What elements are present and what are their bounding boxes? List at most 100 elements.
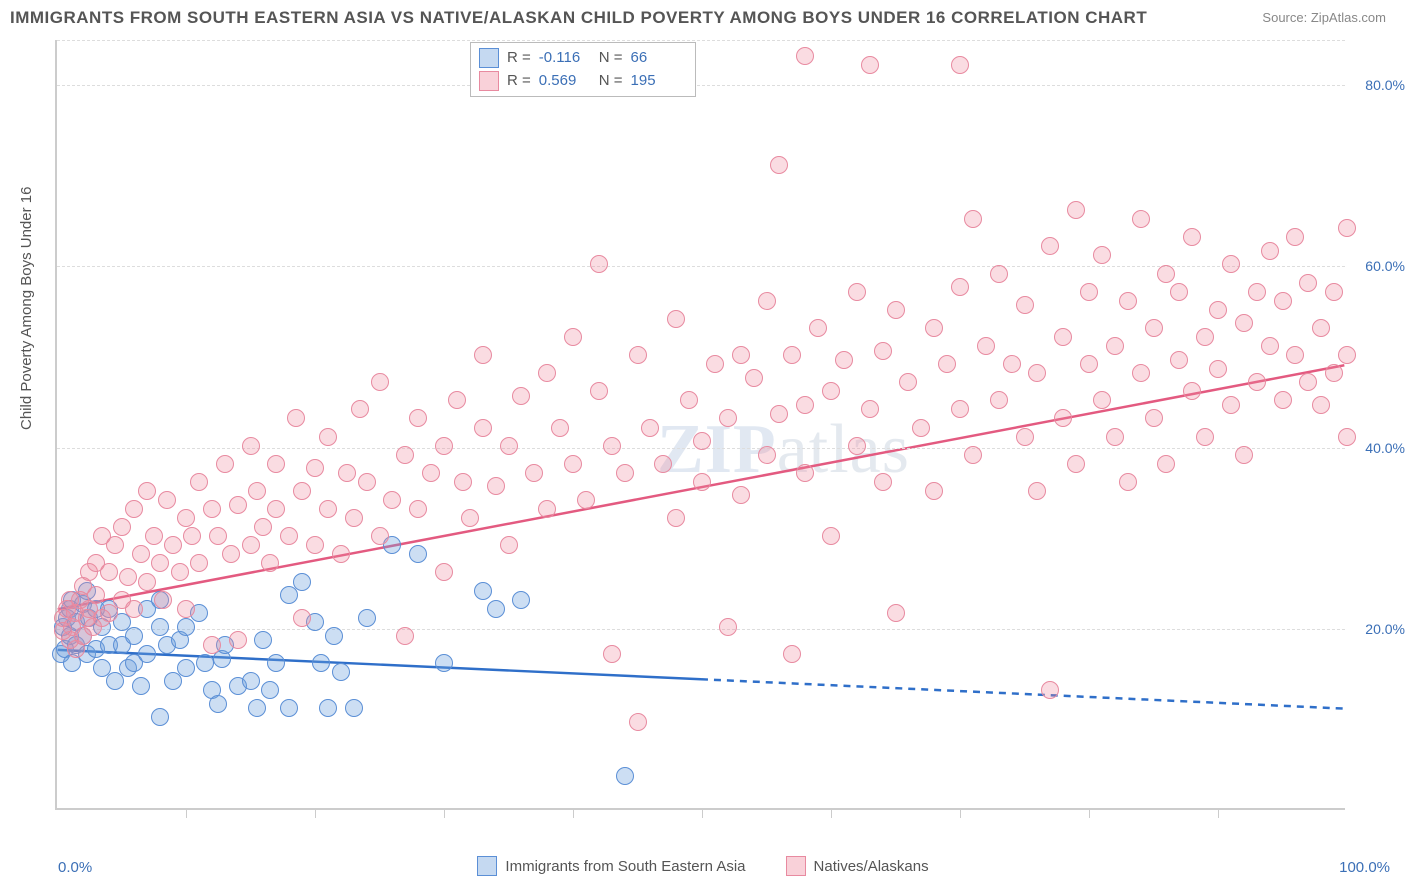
data-point-pink [1028,482,1046,500]
data-point-pink [371,373,389,391]
data-point-pink [990,265,1008,283]
data-point-pink [158,491,176,509]
data-point-pink [1119,473,1137,491]
data-point-pink [242,437,260,455]
data-point-blue [151,618,169,636]
data-point-pink [925,482,943,500]
data-point-pink [564,455,582,473]
data-point-blue [487,600,505,618]
data-point-pink [351,400,369,418]
data-point-pink [409,409,427,427]
x-axis-tick [960,808,961,818]
swatch-blue [477,856,497,876]
data-point-pink [603,645,621,663]
data-point-pink [1157,455,1175,473]
data-point-pink [912,419,930,437]
data-point-pink [100,604,118,622]
swatch-blue [479,48,499,68]
data-point-pink [1196,428,1214,446]
stats-row-pink: R = 0.569 N = 195 [479,70,683,93]
data-point-pink [1222,396,1240,414]
data-point-pink [1003,355,1021,373]
data-point-pink [1261,242,1279,260]
data-point-pink [332,545,350,563]
data-point-pink [977,337,995,355]
x-axis-tick [573,808,574,818]
data-point-pink [1183,228,1201,246]
data-point-pink [732,346,750,364]
data-point-pink [358,473,376,491]
data-point-blue [474,582,492,600]
data-point-pink [783,645,801,663]
data-point-pink [132,545,150,563]
data-point-pink [706,355,724,373]
data-point-pink [770,405,788,423]
data-point-pink [267,455,285,473]
data-point-blue [254,631,272,649]
data-point-pink [177,509,195,527]
data-point-pink [616,464,634,482]
data-point-pink [119,568,137,586]
data-point-pink [293,609,311,627]
data-point-pink [1106,337,1124,355]
data-point-blue [248,699,266,717]
gridline [57,85,1345,86]
data-point-pink [512,387,530,405]
data-point-pink [338,464,356,482]
data-point-pink [590,255,608,273]
data-point-pink [667,310,685,328]
data-point-pink [732,486,750,504]
gridline [57,629,1345,630]
data-point-pink [164,536,182,554]
data-point-pink [1157,265,1175,283]
data-point-pink [1248,373,1266,391]
source-value: ZipAtlas.com [1311,10,1386,25]
data-point-pink [1261,337,1279,355]
data-point-pink [448,391,466,409]
data-point-pink [500,536,518,554]
data-point-pink [1196,328,1214,346]
stat-label-n: N = [599,70,623,93]
data-point-pink [267,500,285,518]
data-point-pink [500,437,518,455]
data-point-pink [964,446,982,464]
swatch-pink [786,856,806,876]
data-point-blue [325,627,343,645]
y-axis-tick-label: 60.0% [1365,258,1405,274]
data-point-pink [861,56,879,74]
data-point-blue [280,586,298,604]
data-point-pink [629,713,647,731]
data-point-pink [822,527,840,545]
data-point-pink [861,400,879,418]
data-point-pink [190,554,208,572]
data-point-pink [745,369,763,387]
data-point-pink [474,346,492,364]
data-point-blue [151,708,169,726]
data-point-pink [306,536,324,554]
stat-n-blue: 66 [631,47,683,70]
data-point-pink [783,346,801,364]
data-point-blue [177,618,195,636]
data-point-pink [848,283,866,301]
data-point-blue [312,654,330,672]
data-point-pink [345,509,363,527]
data-point-pink [222,545,240,563]
data-point-pink [693,473,711,491]
data-point-pink [1325,364,1343,382]
data-point-pink [758,446,776,464]
data-point-pink [1325,283,1343,301]
data-point-pink [654,455,672,473]
data-point-pink [809,319,827,337]
y-axis-tick-label: 40.0% [1365,440,1405,456]
data-point-pink [229,496,247,514]
x-axis-label-max: 100.0% [1339,859,1390,876]
data-point-pink [396,627,414,645]
data-point-pink [1170,283,1188,301]
data-point-pink [138,573,156,591]
data-point-pink [1312,396,1330,414]
data-point-blue [125,627,143,645]
data-point-pink [796,47,814,65]
x-axis-label-min: 0.0% [58,859,92,876]
data-point-pink [874,473,892,491]
data-point-blue [196,654,214,672]
